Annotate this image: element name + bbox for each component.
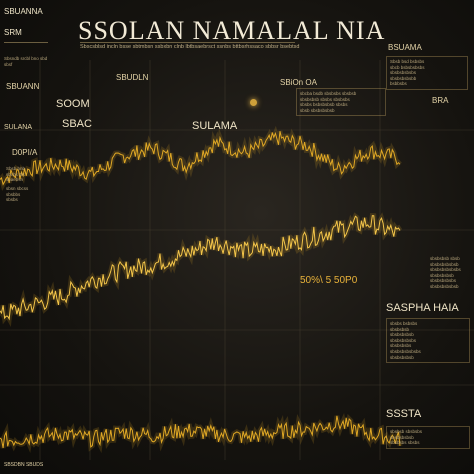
label-sulana: SULANA bbox=[4, 124, 33, 131]
series-line bbox=[0, 215, 401, 321]
series-lines bbox=[0, 131, 401, 449]
label-pdpa: D0PI/A bbox=[12, 148, 38, 157]
grid-lines bbox=[0, 60, 474, 460]
label-bsuama: BSUAMA bbox=[388, 43, 422, 52]
note-right-top: Sbsb bsd bsbsbs sbcb bsbsbsbsbs sbsbsbsb… bbox=[386, 56, 468, 90]
label-percent: 50%\ 5 50P0 bbox=[300, 275, 358, 286]
note-right-mid: sbsbsbsb sbsb sbsbsbsbsbsb sbsbsbsbsbsbs… bbox=[430, 256, 461, 289]
logo-text-2: SRM bbox=[4, 28, 22, 37]
note-left-a: Sbsb bnb sbcbs bls sbaebsn bbox=[6, 166, 26, 183]
footer-label: SBSDBN SBUDS bbox=[4, 462, 44, 468]
series-line bbox=[0, 131, 401, 186]
label-ssta: SSSTA bbox=[386, 408, 422, 420]
series-glow-line bbox=[0, 125, 402, 192]
label-sbac: SBAC bbox=[62, 118, 92, 130]
series-glow-line bbox=[0, 412, 403, 454]
label-saspha: SASPHA HAIA bbox=[386, 302, 459, 314]
note-right-bottom: sbsbsb sbsbsbs sbsbsbsbsb sbsbsbs sbsbs bbox=[386, 426, 470, 449]
logo-caption: Sbsndb srcbl bno sbd sbsf bbox=[4, 56, 48, 67]
label-soom: SOOM bbox=[56, 98, 90, 110]
marker-dot-icon bbox=[250, 99, 257, 106]
label-sbiona: SBiOn OA bbox=[280, 78, 317, 87]
page-title: SSOLAN NAMALAL NIA bbox=[78, 16, 386, 45]
label-bra: BRA bbox=[432, 96, 449, 105]
title-divider bbox=[80, 42, 295, 43]
note-left-b: sbsn sbcss sbsbbs sbsbs bbox=[6, 186, 29, 203]
label-sulama: SULAMA bbox=[192, 120, 238, 132]
logo-text-1: SBUANNA bbox=[4, 7, 43, 16]
note-center-top: sbcba bsdb sbsbsbs sbsbsb sbsbsbsb sbsbs… bbox=[296, 88, 386, 117]
label-sbuann: SBUANN bbox=[6, 82, 40, 91]
label-sbudln: SBUDLN bbox=[116, 73, 149, 82]
page-subtitle: Sbscsblsd incln bsse sbtmbsn ssbxbn clnb… bbox=[80, 44, 300, 50]
series-line bbox=[0, 415, 401, 449]
logo-divider bbox=[4, 42, 48, 43]
note-right-low: sbsbs bsbsbs sbsbsbsb sbsbsbsbsb sbsbsbs… bbox=[386, 318, 470, 364]
series-glow-line bbox=[0, 212, 403, 328]
